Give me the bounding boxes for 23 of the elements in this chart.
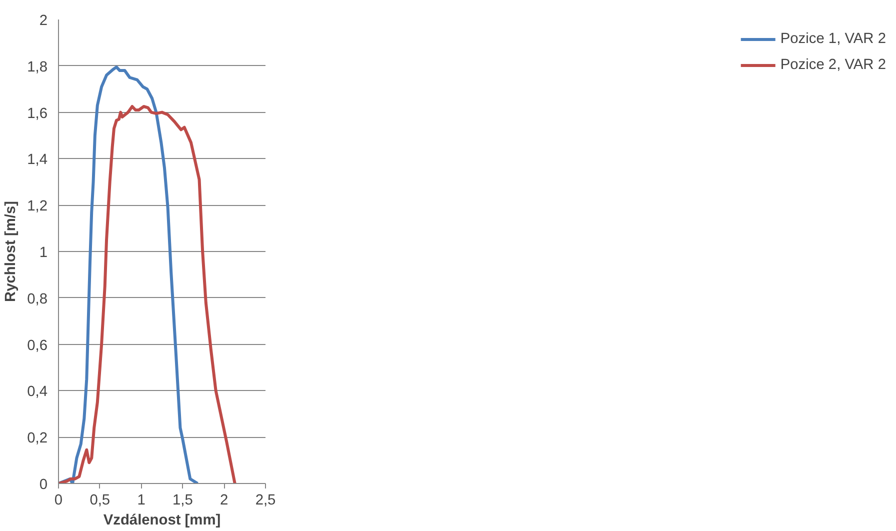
legend-label: Pozice 2, VAR 2 [780, 57, 886, 73]
x-tick-label: 2,5 [255, 492, 276, 508]
line-series [58, 105, 236, 484]
y-tick-label: 0 [39, 477, 48, 493]
x-tick-label: 1 [137, 492, 146, 508]
x-tick-label: 2 [220, 492, 228, 508]
x-axis-title: Vzdálenost [mm] [103, 512, 221, 528]
y-tick-label: 1,8 [27, 59, 48, 76]
y-tick-label: 0,8 [27, 291, 48, 308]
x-tick-label: 1,5 [172, 492, 193, 508]
y-tick-label: 1,2 [27, 198, 48, 215]
line-series [58, 66, 200, 484]
y-tick-label: 2 [39, 13, 48, 29]
y-axis-title: Rychlost [m/s] [3, 200, 20, 302]
y-tick-label: 1,4 [27, 152, 48, 168]
y-tick-label: 1 [39, 245, 48, 261]
x-tick-label: 0,5 [90, 492, 110, 508]
y-tick-label: 0,4 [27, 384, 48, 400]
y-tick-label: 0,6 [27, 338, 48, 354]
y-tick-label: 1,6 [27, 106, 48, 122]
x-tick-label: 0 [54, 492, 63, 508]
y-tick-label: 0,2 [27, 430, 48, 447]
legend-label: Pozice 1, VAR 2 [780, 31, 886, 47]
